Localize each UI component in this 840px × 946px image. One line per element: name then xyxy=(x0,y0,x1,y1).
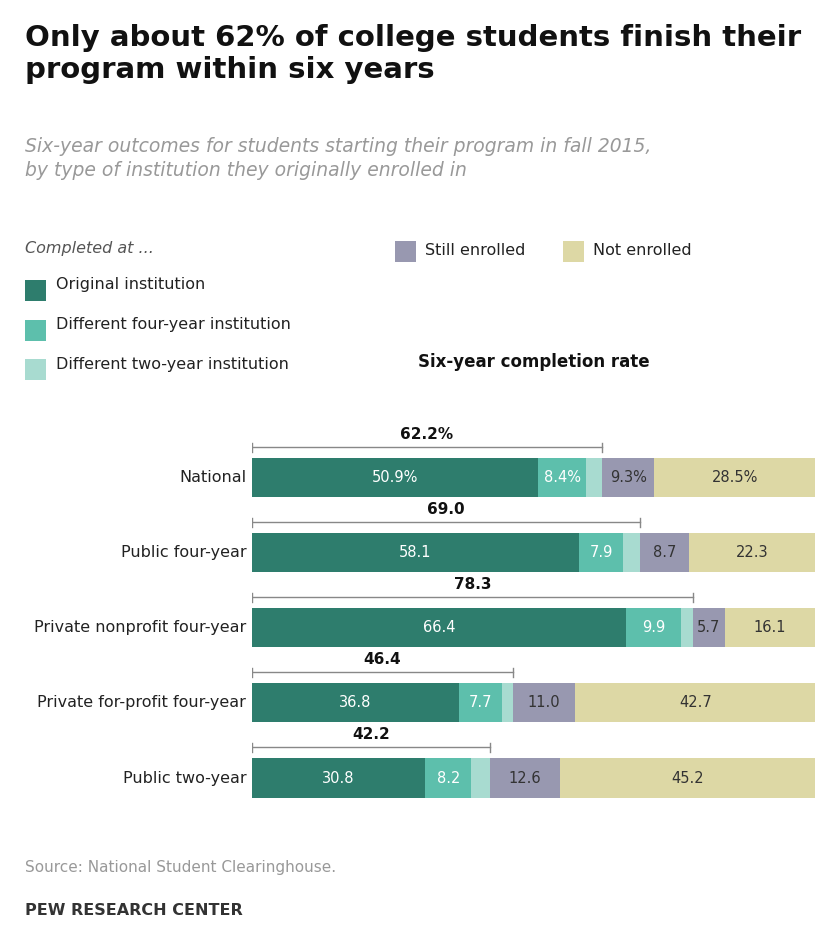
Text: Different four-year institution: Different four-year institution xyxy=(56,317,291,332)
Text: 22.3: 22.3 xyxy=(736,546,769,560)
Text: 36.8: 36.8 xyxy=(339,695,372,710)
Bar xyxy=(252,608,626,647)
Text: 42.7: 42.7 xyxy=(679,695,711,710)
Text: 78.3: 78.3 xyxy=(454,577,491,592)
Bar xyxy=(602,459,654,498)
Text: 30.8: 30.8 xyxy=(323,770,355,785)
Bar xyxy=(690,534,815,572)
Text: Public four-year: Public four-year xyxy=(121,546,246,560)
Text: Still enrolled: Still enrolled xyxy=(425,243,525,258)
Text: Only about 62% of college students finish their
program within six years: Only about 62% of college students finis… xyxy=(25,24,801,84)
Text: 50.9%: 50.9% xyxy=(372,470,418,485)
Text: Six-year outcomes for students starting their program in fall 2015,
by type of i: Six-year outcomes for students starting … xyxy=(25,137,652,180)
Bar xyxy=(626,608,681,647)
Text: 66.4: 66.4 xyxy=(423,621,455,636)
Bar xyxy=(538,459,585,498)
Bar xyxy=(502,683,513,723)
Text: 8.7: 8.7 xyxy=(654,546,676,560)
Bar xyxy=(490,759,560,797)
Text: 45.2: 45.2 xyxy=(671,770,704,785)
Text: 58.1: 58.1 xyxy=(399,546,432,560)
Bar xyxy=(693,608,725,647)
Text: 16.1: 16.1 xyxy=(753,621,786,636)
Text: 9.9: 9.9 xyxy=(642,621,665,636)
Text: 46.4: 46.4 xyxy=(364,652,402,667)
Text: 8.4%: 8.4% xyxy=(543,470,580,485)
Text: Public two-year: Public two-year xyxy=(123,770,246,785)
Bar xyxy=(252,759,425,797)
Text: 28.5%: 28.5% xyxy=(711,470,758,485)
Text: 8.2: 8.2 xyxy=(437,770,460,785)
Text: National: National xyxy=(179,470,246,485)
Text: 9.3%: 9.3% xyxy=(610,470,647,485)
Text: Source: National Student Clearinghouse.: Source: National Student Clearinghouse. xyxy=(25,860,336,875)
Bar xyxy=(654,459,815,498)
Text: Original institution: Original institution xyxy=(56,277,206,292)
Bar xyxy=(585,459,602,498)
Text: Private nonprofit four-year: Private nonprofit four-year xyxy=(34,621,246,636)
Text: Private for-profit four-year: Private for-profit four-year xyxy=(38,695,246,710)
Bar xyxy=(640,534,690,572)
Bar xyxy=(252,459,538,498)
Bar xyxy=(681,608,693,647)
Bar xyxy=(560,759,815,797)
Text: 42.2: 42.2 xyxy=(352,727,390,742)
Text: 12.6: 12.6 xyxy=(509,770,541,785)
Bar xyxy=(252,534,579,572)
Text: 5.7: 5.7 xyxy=(697,621,721,636)
Bar xyxy=(459,683,502,723)
Bar xyxy=(579,534,623,572)
Text: Different two-year institution: Different two-year institution xyxy=(56,357,289,372)
Bar xyxy=(513,683,575,723)
Text: Completed at ...: Completed at ... xyxy=(25,241,154,256)
Text: 69.0: 69.0 xyxy=(428,502,465,517)
Bar xyxy=(725,608,816,647)
Bar xyxy=(471,759,490,797)
Text: 7.7: 7.7 xyxy=(469,695,492,710)
Bar xyxy=(425,759,471,797)
Bar xyxy=(575,683,816,723)
Bar xyxy=(252,683,459,723)
Text: Not enrolled: Not enrolled xyxy=(593,243,691,258)
Text: Six-year completion rate: Six-year completion rate xyxy=(417,353,649,371)
Text: 11.0: 11.0 xyxy=(528,695,560,710)
Text: PEW RESEARCH CENTER: PEW RESEARCH CENTER xyxy=(25,902,243,918)
Text: 62.2%: 62.2% xyxy=(401,427,454,442)
Bar xyxy=(623,534,640,572)
Text: 7.9: 7.9 xyxy=(590,546,613,560)
